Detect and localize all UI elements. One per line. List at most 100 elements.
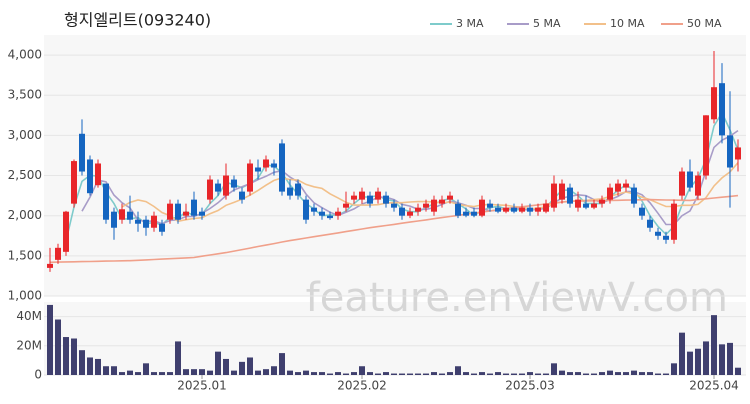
volume-bar (679, 332, 685, 375)
volume-bar (167, 372, 173, 375)
volume-bar (423, 373, 429, 375)
volume-bar (655, 373, 661, 375)
candle-body (143, 219, 149, 228)
volume-bar (143, 363, 149, 375)
x-tick-label: 2025.03 (505, 379, 555, 393)
ma-line (81, 129, 739, 226)
candle-body (63, 211, 69, 252)
candle-body (407, 211, 413, 216)
volume-bar (487, 373, 493, 375)
volume-tick-label: 20M (16, 338, 42, 352)
candle-body (375, 191, 381, 200)
volume-bar (735, 367, 741, 375)
candle-body (495, 207, 501, 212)
candle-body (711, 87, 717, 120)
candle-body (567, 187, 573, 204)
volume-bar (527, 372, 533, 375)
volume-bar (95, 358, 101, 375)
volume-bar (687, 351, 693, 375)
volume-bar (495, 372, 501, 375)
volume-bar (551, 363, 557, 375)
volume-bar (575, 372, 581, 375)
candle-body (583, 203, 589, 208)
candle-body (279, 143, 285, 192)
volume-bar (175, 341, 181, 375)
candle-body (559, 183, 565, 200)
volume-bar (711, 315, 717, 375)
volume-bar (719, 344, 725, 375)
volume-bar (215, 351, 221, 375)
candle-body (287, 187, 293, 196)
candle-body (271, 163, 277, 168)
candle-body (239, 191, 245, 200)
volume-bar (503, 373, 509, 375)
volume-bar (71, 338, 77, 375)
candle-body (223, 175, 229, 196)
volume-bar (615, 372, 621, 375)
candle-body (615, 183, 621, 192)
volume-plot-bg (44, 302, 746, 375)
candle-body (367, 195, 373, 204)
y-tick-label: 1,500 (8, 248, 42, 262)
candle-body (479, 199, 485, 216)
volume-bar (327, 373, 333, 375)
volume-bar (263, 369, 269, 375)
volume-bar (703, 341, 709, 375)
volume-bar (455, 366, 461, 375)
volume-bar (631, 370, 637, 375)
volume-bar (47, 304, 53, 375)
volume-bar (279, 353, 285, 375)
candle-body (543, 203, 549, 212)
candle-body (351, 195, 357, 200)
volume-bar (671, 363, 677, 375)
volume-bar (519, 373, 525, 375)
volume-bar (183, 369, 189, 375)
candle-body (511, 207, 517, 212)
candle-body (487, 203, 493, 208)
candle-body (663, 235, 669, 240)
candle-body (703, 115, 709, 176)
volume-bar (135, 372, 141, 375)
candle-body (119, 209, 125, 220)
candle-body (55, 247, 61, 260)
candle-body (671, 203, 677, 240)
volume-bar (119, 372, 125, 375)
volume-bar (559, 370, 565, 375)
candle-body (87, 159, 93, 194)
candle-body (327, 215, 333, 219)
legend-label: 50 MA (687, 17, 722, 30)
candle-body (623, 183, 629, 188)
volume-tick-label: 40M (16, 309, 42, 323)
candle-body (631, 187, 637, 204)
volume-bar (255, 370, 261, 375)
candle-body (151, 215, 157, 228)
volume-bar (103, 366, 109, 375)
candle-body (215, 183, 221, 192)
volume-bar (647, 372, 653, 375)
volume-bar (159, 372, 165, 375)
candle-body (551, 183, 557, 208)
candle-body (47, 263, 53, 268)
volume-bar (247, 357, 253, 375)
candle-body (719, 83, 725, 136)
y-tick-label: 3,000 (8, 128, 42, 142)
volume-bar (511, 373, 517, 375)
candle-body (599, 199, 605, 204)
volume-bar (343, 373, 349, 375)
volume-bar (543, 373, 549, 375)
candle-body (359, 191, 365, 200)
y-tick-label: 2,000 (8, 208, 42, 222)
volume-bar (583, 373, 589, 375)
volume-bar (79, 350, 85, 375)
volume-bar (87, 357, 93, 375)
volume-bar (415, 373, 421, 375)
volume-bar (287, 370, 293, 375)
volume-tick-label: 0 (34, 368, 42, 382)
candle-body (263, 159, 269, 168)
candle-body (447, 195, 453, 200)
candle-body (695, 175, 701, 196)
candle-body (535, 207, 541, 212)
candle-body (303, 199, 309, 220)
candle-body (391, 203, 397, 208)
